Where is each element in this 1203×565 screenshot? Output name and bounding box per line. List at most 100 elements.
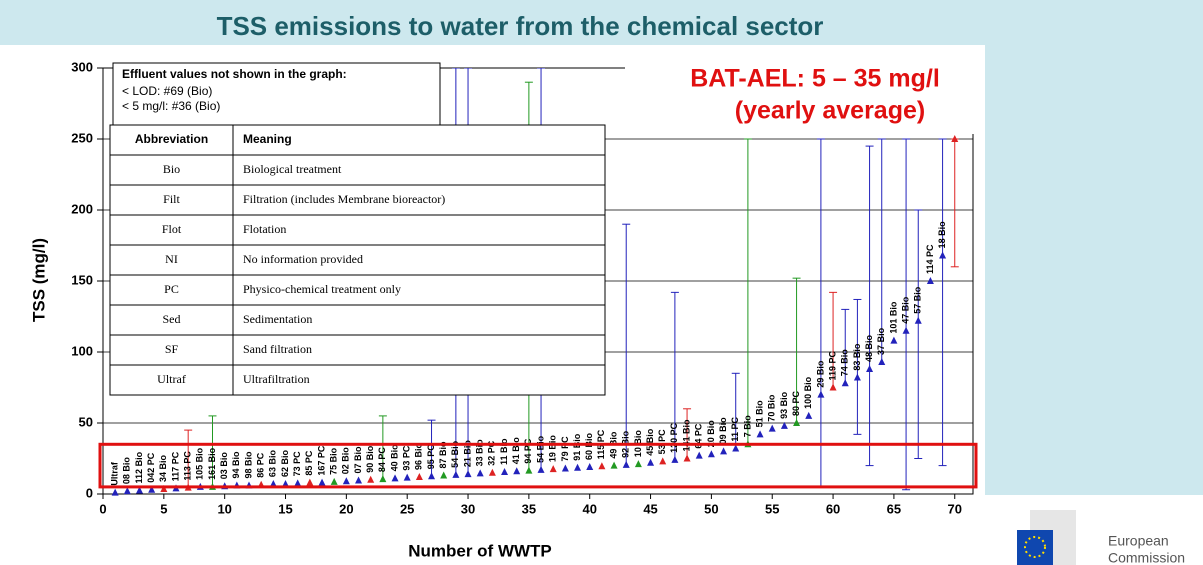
point — [269, 480, 277, 488]
point-label: Ultraf — [110, 461, 120, 486]
note-line: < 5 mg/l: #36 (Bio) — [122, 99, 220, 113]
point — [440, 471, 448, 479]
point — [586, 463, 594, 471]
x-tick-label: 55 — [765, 501, 779, 516]
table-cell: PC — [164, 282, 179, 296]
point — [793, 419, 801, 426]
point-label: 32 PC — [487, 440, 497, 466]
y-tick-label: 200 — [71, 201, 93, 216]
point-label: 21 Bio — [462, 440, 472, 468]
point-label: 70 Bio — [767, 394, 777, 422]
point-label: 54 Bio — [535, 435, 545, 463]
point-label: 85 PC — [304, 450, 314, 476]
point — [768, 424, 776, 432]
point — [160, 485, 168, 493]
point-label: 11 PC — [730, 417, 740, 442]
point — [634, 460, 642, 468]
point — [123, 487, 131, 495]
point — [780, 421, 788, 429]
chart: 0 50 100 150 200 250 300 0 5 10 15 20 25 30 35 40 45 50 55… — [29, 58, 985, 560]
point — [829, 383, 837, 391]
point — [659, 457, 667, 465]
y-tick-label: 250 — [71, 130, 93, 145]
point-label: 20 Bio — [706, 420, 716, 448]
y-tick-label: 150 — [71, 272, 93, 287]
point — [282, 480, 290, 488]
point-label: 7 Bio — [742, 415, 752, 438]
point — [695, 451, 703, 459]
point — [428, 472, 436, 480]
point-label: 54 Bio — [450, 440, 460, 468]
table-cell: Filtration (includes Membrane bioreactor… — [243, 192, 445, 206]
point-label: 64 PC — [694, 423, 704, 449]
note-box — [112, 62, 441, 126]
table-cell: Flotation — [243, 222, 286, 236]
point — [513, 467, 521, 475]
point-label: 34 Bio — [158, 455, 168, 483]
point — [902, 326, 910, 334]
table-box — [109, 124, 606, 396]
table-cell: Flot — [162, 222, 182, 236]
point — [890, 336, 898, 344]
point — [464, 470, 472, 478]
point-label: 03 Bio — [219, 452, 229, 480]
point — [136, 486, 144, 494]
point-label: 45 Bio — [645, 428, 655, 456]
point-label: 02 Bio — [341, 447, 351, 475]
point-label: 167 PC — [316, 445, 326, 476]
point — [488, 468, 496, 476]
point-label: 101 Bio — [888, 301, 898, 334]
x-tick-label: 15 — [278, 501, 292, 516]
point — [111, 488, 119, 496]
point — [549, 465, 557, 473]
point — [561, 464, 569, 472]
point-label: 33 Bio — [475, 439, 485, 467]
point — [951, 135, 959, 142]
table-cell: Ultrafiltration — [243, 372, 310, 386]
point-label: 120 PC — [669, 422, 679, 453]
point-label: 112 Bio — [134, 451, 144, 483]
point — [318, 478, 326, 486]
table-header: Meaning — [243, 132, 292, 146]
point-label: 86 PC — [256, 452, 266, 478]
bat-ael-text: BAT-AEL: 5 – 35 mg/l — [690, 65, 940, 93]
point — [939, 251, 947, 259]
point — [379, 475, 387, 483]
point-label: 98 Bio — [243, 451, 253, 479]
point — [805, 411, 813, 419]
point — [817, 390, 825, 398]
x-tick-label: 10 — [217, 501, 231, 516]
x-tick-label: 5 — [160, 501, 167, 516]
point-label: 042 PC — [146, 452, 156, 483]
point-label: 105 Bio — [195, 447, 205, 480]
point — [148, 485, 156, 493]
note-heading: Effluent values not shown in the graph: — [122, 67, 347, 81]
point-label: 80 PC — [791, 390, 801, 416]
eu-flag — [1017, 530, 1053, 565]
point — [598, 462, 606, 470]
table-cell: Sedimentation — [243, 312, 312, 326]
x-axis-label: Number of WWTP — [408, 541, 552, 560]
point — [355, 476, 363, 484]
bat-ael-band — [98, 442, 978, 489]
point-label: 141 Bio — [681, 419, 691, 452]
point-label: 75 Bio — [329, 447, 339, 475]
x-tick-label: 70 — [948, 501, 962, 516]
y-tick-label: 50 — [79, 414, 93, 429]
table-cell: Biological treatment — [243, 162, 342, 176]
point-label: 18 Bio — [937, 221, 947, 249]
point — [306, 478, 314, 486]
point-label: 51 Bio — [754, 400, 764, 428]
point — [756, 430, 764, 438]
point-label: 62 Bio — [280, 450, 290, 478]
point-label: 60 Bio — [584, 433, 594, 461]
point-label: 08 Bio — [122, 457, 132, 485]
point-label: 91 Bio — [572, 433, 582, 461]
point-label: 114 PC — [925, 244, 935, 274]
x-tick-label: 35 — [522, 501, 536, 516]
table-cell: Sand filtration — [243, 342, 312, 356]
table-cell: SF — [165, 342, 179, 356]
x-tick-label: 50 — [704, 501, 718, 516]
x-tick-label: 0 — [99, 501, 106, 516]
point-label: 93 Bio — [779, 391, 789, 419]
